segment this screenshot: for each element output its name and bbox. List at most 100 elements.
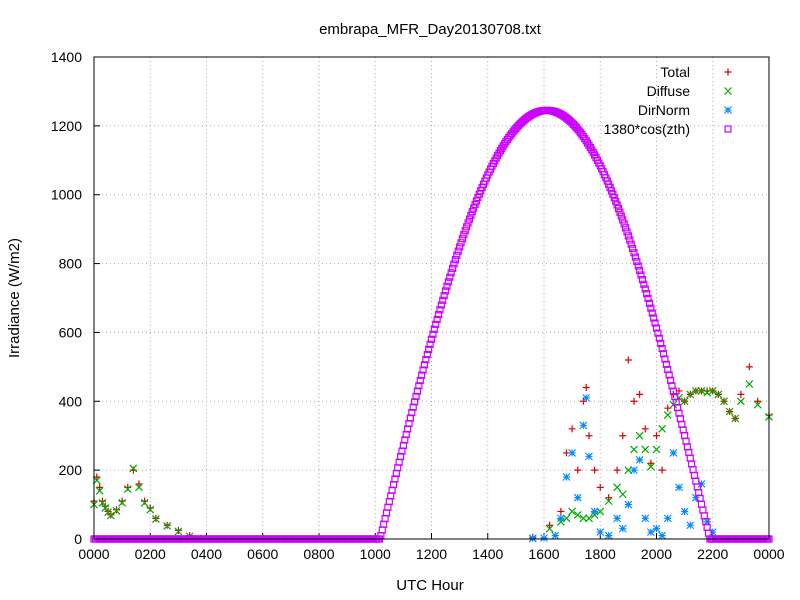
data-point: [464, 219, 472, 227]
data-point: [585, 432, 593, 440]
y-tick-label: 1000: [51, 187, 82, 203]
data-point: [460, 231, 468, 239]
data-point: [699, 506, 707, 514]
data-point: [96, 483, 104, 491]
data-point: [618, 490, 627, 499]
data-point: [624, 466, 633, 475]
data-point: [146, 505, 155, 514]
data-point: [646, 462, 655, 471]
data-point: [457, 239, 465, 247]
y-tick-label: 1400: [51, 49, 82, 65]
data-point: [636, 266, 644, 275]
data-point: [643, 290, 651, 298]
data-point: [433, 315, 441, 324]
data-point: [662, 360, 670, 368]
legend-marker: [724, 68, 732, 76]
data-point: [630, 445, 638, 454]
data-point: [174, 526, 182, 534]
data-point: [427, 335, 436, 343]
data-point: [585, 514, 593, 523]
data-point: [461, 227, 469, 235]
data-point: [613, 201, 621, 209]
data-point: [556, 514, 565, 523]
x-tick-label: 0200: [135, 546, 166, 562]
data-point: [633, 257, 641, 266]
data-point: [652, 524, 661, 533]
data-point: [540, 534, 548, 542]
data-point: [680, 397, 689, 406]
data-point: [163, 521, 172, 530]
data-point: [648, 309, 656, 317]
data-point: [658, 344, 666, 353]
legend-label: Total: [660, 64, 690, 80]
data-point: [420, 361, 429, 369]
x-tick-label: 2200: [697, 546, 728, 562]
data-point: [688, 460, 696, 468]
y-tick-label: 600: [59, 324, 83, 340]
data-point: [645, 299, 654, 307]
x-tick-label: 1600: [528, 546, 559, 562]
data-point: [573, 493, 582, 502]
data-point: [448, 264, 457, 272]
data-point: [655, 334, 663, 342]
data-point: [675, 483, 683, 492]
data-point: [582, 384, 590, 392]
data-point: [703, 388, 712, 397]
data-point: [604, 531, 613, 540]
data-point: [528, 534, 537, 543]
data-point: [456, 243, 464, 251]
data-point: [663, 411, 672, 419]
data-point: [454, 247, 462, 255]
data-point: [411, 398, 419, 406]
data-point: [704, 529, 713, 537]
data-point: [101, 504, 110, 512]
plot-area: [90, 106, 773, 543]
data-point: [412, 392, 420, 401]
data-point: [434, 311, 443, 319]
data-point: [697, 480, 706, 488]
x-tick-label: 0000: [753, 546, 784, 562]
data-point: [582, 393, 591, 402]
data-point: [557, 507, 565, 515]
data-point: [697, 387, 706, 395]
data-point: [450, 260, 458, 268]
data-point: [113, 506, 120, 514]
data-point: [635, 455, 644, 464]
data-point: [591, 466, 599, 474]
data-point: [731, 414, 740, 423]
x-tick-label: 2000: [641, 546, 672, 562]
data-point: [451, 256, 460, 264]
y-tick-label: 200: [59, 462, 83, 478]
chart-title: embrapa_MFR_Day20130708.txt: [319, 21, 542, 38]
data-point: [754, 397, 762, 405]
data-point: [627, 240, 635, 248]
data-point: [568, 425, 576, 433]
x-tick-label: 0400: [191, 546, 222, 562]
data-point: [745, 363, 753, 371]
data-point: [664, 366, 672, 374]
data-point: [546, 521, 554, 529]
data-point: [658, 466, 666, 474]
data-point: [725, 407, 734, 416]
legend: Total Diffuse DirNorm 1380*cos(zth): [604, 64, 732, 137]
data-point: [644, 294, 652, 303]
data-point: [596, 528, 605, 537]
data-point: [596, 507, 605, 516]
data-point: [663, 514, 672, 523]
data-point: [708, 387, 717, 395]
data-point: [613, 483, 622, 492]
data-point: [135, 480, 143, 488]
data-point: [653, 432, 660, 440]
x-tick-label: 1200: [416, 546, 447, 562]
x-tick-label: 1000: [360, 546, 391, 562]
data-point: [621, 224, 630, 232]
data-point: [630, 249, 638, 257]
data-point: [439, 296, 447, 304]
data-point: [640, 280, 648, 288]
data-point: [562, 514, 571, 523]
data-point: [646, 528, 655, 537]
data-point: [630, 397, 638, 405]
data-point: [628, 244, 637, 253]
series-2: [528, 393, 717, 543]
data-point: [551, 531, 560, 540]
